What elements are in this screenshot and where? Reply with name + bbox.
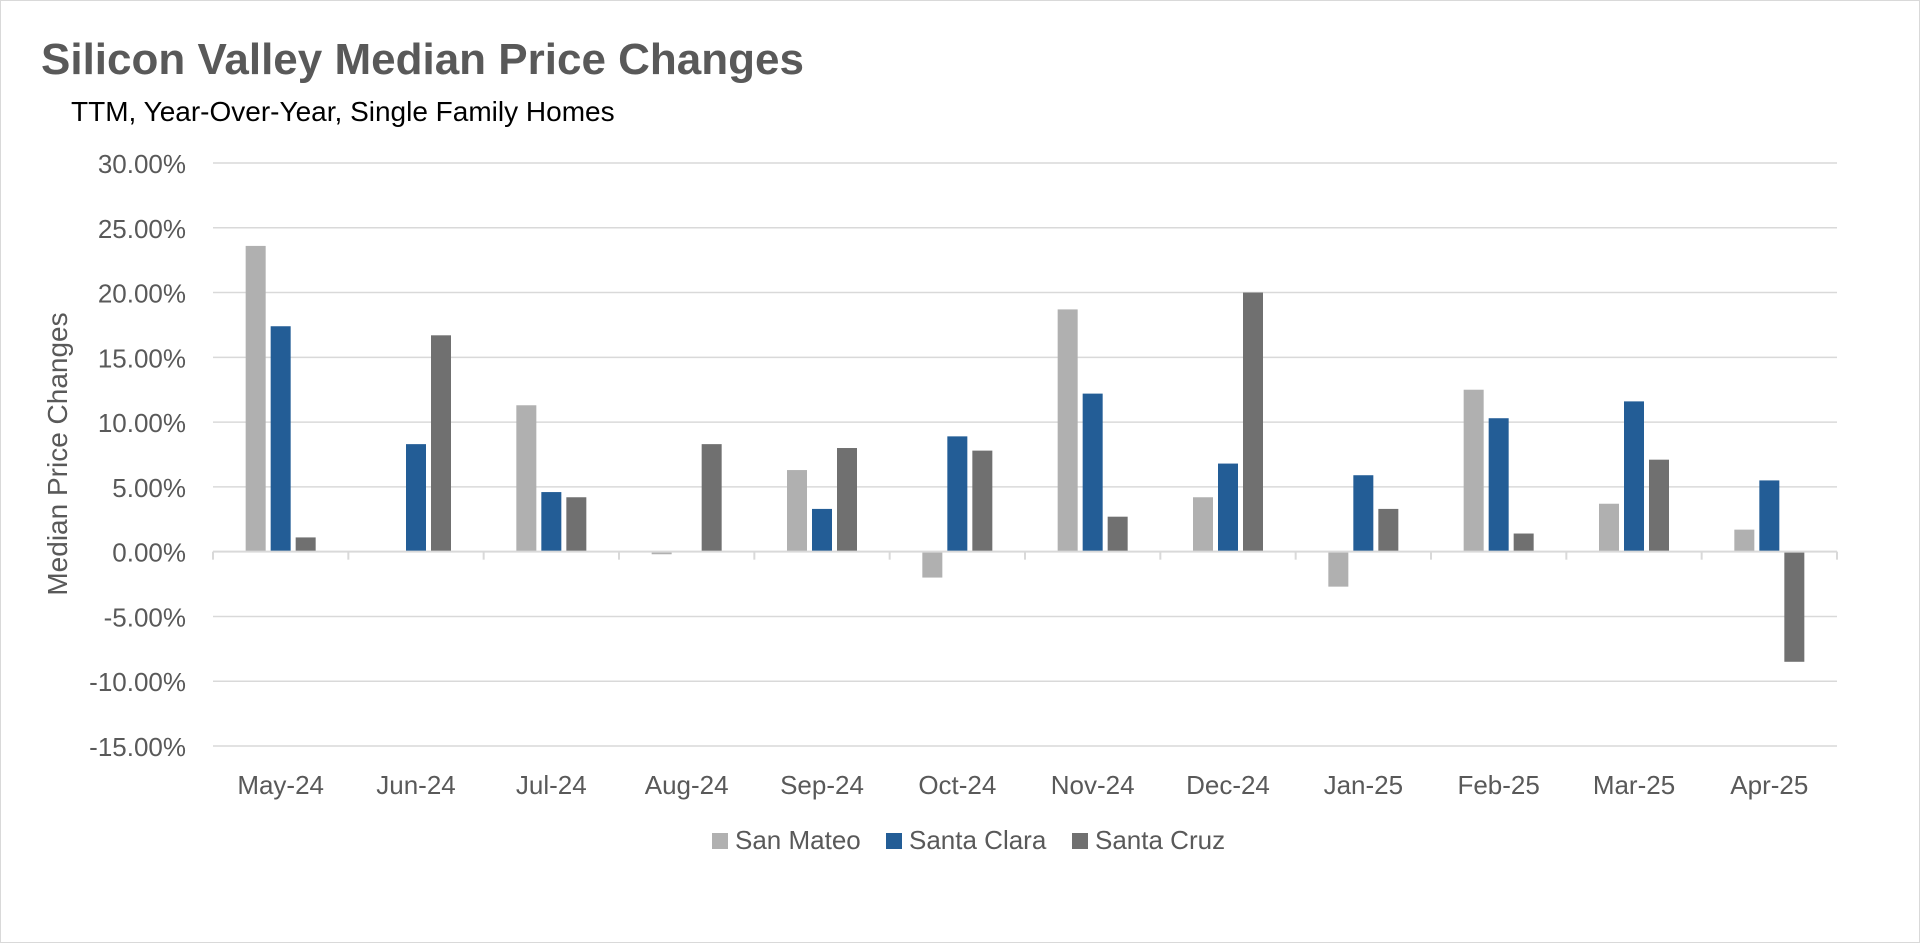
y-tick-label: 5.00% (112, 473, 186, 503)
bar-santa-clara-apr-25 (1759, 480, 1779, 551)
legend-label: Santa Clara (909, 825, 1047, 855)
bar-santa-clara-mar-25 (1624, 401, 1644, 551)
y-tick-label: 25.00% (98, 214, 186, 244)
bar-santa-cruz-mar-25 (1649, 460, 1669, 552)
x-tick-label: Jan-25 (1324, 770, 1404, 800)
bar-santa-cruz-may-24 (296, 537, 316, 551)
x-tick-label: Nov-24 (1051, 770, 1135, 800)
y-axis-label: Median Price Changes (42, 312, 73, 595)
x-tick-labels: May-24 Jun-24 Jul-24 Aug-24 Sep-24 Oct-24 Nov-… (237, 770, 1808, 800)
x-tick-label: Apr-25 (1730, 770, 1808, 800)
legend-swatch (886, 833, 902, 849)
bar-san-mateo-feb-25 (1464, 390, 1484, 552)
legend-swatch (712, 833, 728, 849)
bar-santa-clara-feb-25 (1489, 418, 1509, 551)
bar-santa-cruz-jun-24 (431, 335, 451, 551)
bar-san-mateo-jan-25 (1328, 552, 1348, 587)
x-tick-label: Dec-24 (1186, 770, 1270, 800)
bar-santa-clara-oct-24 (947, 436, 967, 551)
bar-santa-cruz-aug-24 (702, 444, 722, 552)
bar-santa-cruz-oct-24 (972, 451, 992, 552)
bar-santa-clara-jul-24 (541, 492, 561, 552)
bars (246, 246, 1805, 662)
bar-santa-cruz-nov-24 (1108, 517, 1128, 552)
legend-swatch (1072, 833, 1088, 849)
x-tick-label: Feb-25 (1457, 770, 1539, 800)
bar-san-mateo-may-24 (246, 246, 266, 552)
legend-label: San Mateo (735, 825, 861, 855)
y-tick-label: -10.00% (89, 667, 186, 697)
bar-santa-clara-dec-24 (1218, 464, 1238, 552)
bar-santa-cruz-sep-24 (837, 448, 857, 552)
x-tick-label: Oct-24 (918, 770, 996, 800)
bar-santa-clara-jan-25 (1353, 475, 1373, 551)
gridlines (213, 163, 1837, 746)
legend: San Mateo Santa Clara Santa Cruz (712, 825, 1225, 855)
bar-san-mateo-nov-24 (1058, 309, 1078, 551)
y-tick-label: 30.00% (98, 149, 186, 179)
x-tick-label: Jul-24 (516, 770, 587, 800)
x-axis (213, 552, 1837, 560)
bar-santa-cruz-apr-25 (1784, 552, 1804, 662)
bar-santa-cruz-feb-25 (1514, 534, 1534, 552)
bar-santa-cruz-jul-24 (566, 497, 586, 551)
x-tick-label: Jun-24 (376, 770, 456, 800)
bar-santa-clara-may-24 (271, 326, 291, 551)
y-tick-label: -15.00% (89, 732, 186, 762)
y-tick-label: 15.00% (98, 343, 186, 373)
y-tick-label: -5.00% (104, 602, 186, 632)
bar-san-mateo-mar-25 (1599, 504, 1619, 552)
y-tick-label: 0.00% (112, 538, 186, 568)
bar-santa-clara-nov-24 (1083, 394, 1103, 552)
bar-san-mateo-oct-24 (922, 552, 942, 578)
y-tick-label: 10.00% (98, 408, 186, 438)
y-tick-label: 20.00% (98, 279, 186, 309)
bar-santa-cruz-dec-24 (1243, 293, 1263, 552)
bar-san-mateo-jul-24 (516, 405, 536, 551)
chart-subtitle: TTM, Year-Over-Year, Single Family Homes (71, 96, 615, 127)
legend-label: Santa Cruz (1095, 825, 1225, 855)
x-tick-label: Sep-24 (780, 770, 864, 800)
bar-santa-clara-jun-24 (406, 444, 426, 552)
bar-santa-cruz-jan-25 (1378, 509, 1398, 552)
bar-san-mateo-sep-24 (787, 470, 807, 552)
bar-san-mateo-dec-24 (1193, 497, 1213, 551)
x-tick-label: May-24 (237, 770, 324, 800)
x-tick-label: Mar-25 (1593, 770, 1675, 800)
x-tick-label: Aug-24 (645, 770, 729, 800)
y-tick-labels: 30.00% 25.00% 20.00% 15.00% 10.00% 5.00% 0.00%… (89, 149, 186, 762)
chart-title: Silicon Valley Median Price Changes (41, 35, 804, 84)
bar-san-mateo-apr-25 (1734, 530, 1754, 552)
bar-santa-clara-sep-24 (812, 509, 832, 552)
